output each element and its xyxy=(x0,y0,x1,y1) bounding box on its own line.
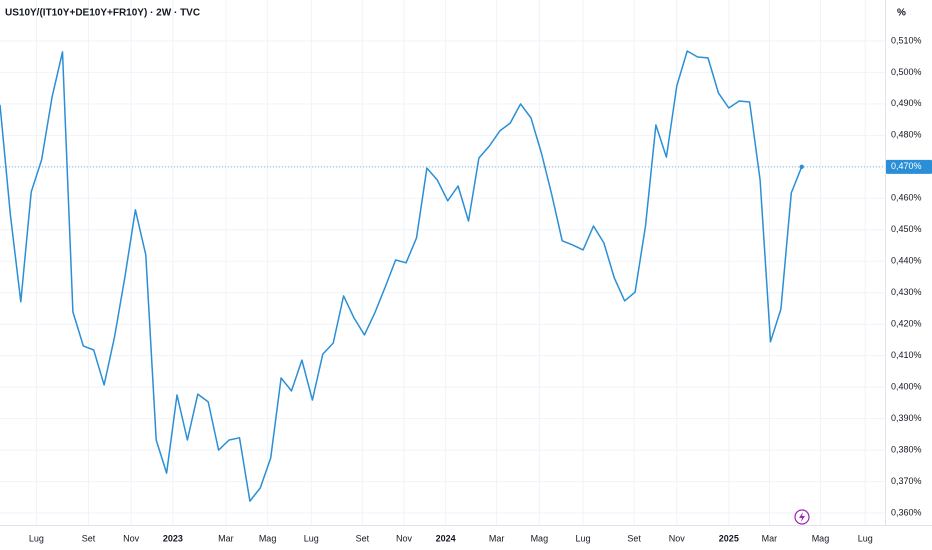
x-tick-label: Nov xyxy=(669,533,686,543)
price-line xyxy=(0,50,803,502)
y-tick-label: 0,490% xyxy=(891,98,922,108)
x-tick-label: Mar xyxy=(218,533,234,543)
last-point xyxy=(799,164,804,170)
x-tick-label: Set xyxy=(82,533,96,543)
x-tick-label: Lug xyxy=(304,533,319,543)
x-tick-label: 2025 xyxy=(719,533,739,543)
y-tick-label: 0,360% xyxy=(891,507,922,517)
y-axis-label: % xyxy=(897,8,906,19)
x-tick-label: Mag xyxy=(812,533,830,543)
x-tick-label: Mar xyxy=(489,533,505,543)
x-tick-label: Mag xyxy=(259,533,277,543)
last-price-label: 0,470% xyxy=(891,161,922,171)
y-tick-label: 0,480% xyxy=(891,130,922,140)
x-tick-label: Mag xyxy=(531,533,549,543)
y-tick-label: 0,380% xyxy=(891,444,922,454)
y-tick-label: 0,370% xyxy=(891,476,922,486)
x-tick-label: Lug xyxy=(576,533,591,543)
y-tick-label: 0,510% xyxy=(891,35,922,45)
chart-title: US10Y/(IT10Y+DE10Y+FR10Y) · 2W · TVC xyxy=(5,8,200,19)
y-tick-label: 0,460% xyxy=(891,193,922,203)
x-tick-label: Nov xyxy=(123,533,140,543)
x-tick-label: Set xyxy=(627,533,641,543)
y-tick-label: 0,500% xyxy=(891,67,922,77)
x-tick-label: Lug xyxy=(29,533,44,543)
x-tick-label: Set xyxy=(356,533,370,543)
x-tick-label: 2024 xyxy=(436,533,456,543)
y-tick-label: 0,390% xyxy=(891,413,922,423)
x-tick-label: 2023 xyxy=(163,533,183,543)
y-tick-label: 0,400% xyxy=(891,382,922,392)
lightning-icon xyxy=(794,509,810,525)
x-tick-label: Mar xyxy=(762,533,778,543)
y-tick-label: 0,430% xyxy=(891,287,922,297)
last-price-badge xyxy=(886,159,932,174)
plot-area xyxy=(0,0,885,525)
y-tick-label: 0,410% xyxy=(891,350,922,360)
x-tick-label: Nov xyxy=(396,533,413,543)
y-tick-label: 0,440% xyxy=(891,256,922,266)
x-tick-label: Lug xyxy=(858,533,873,543)
y-tick-label: 0,420% xyxy=(891,319,922,329)
y-tick-label: 0,450% xyxy=(891,224,922,234)
